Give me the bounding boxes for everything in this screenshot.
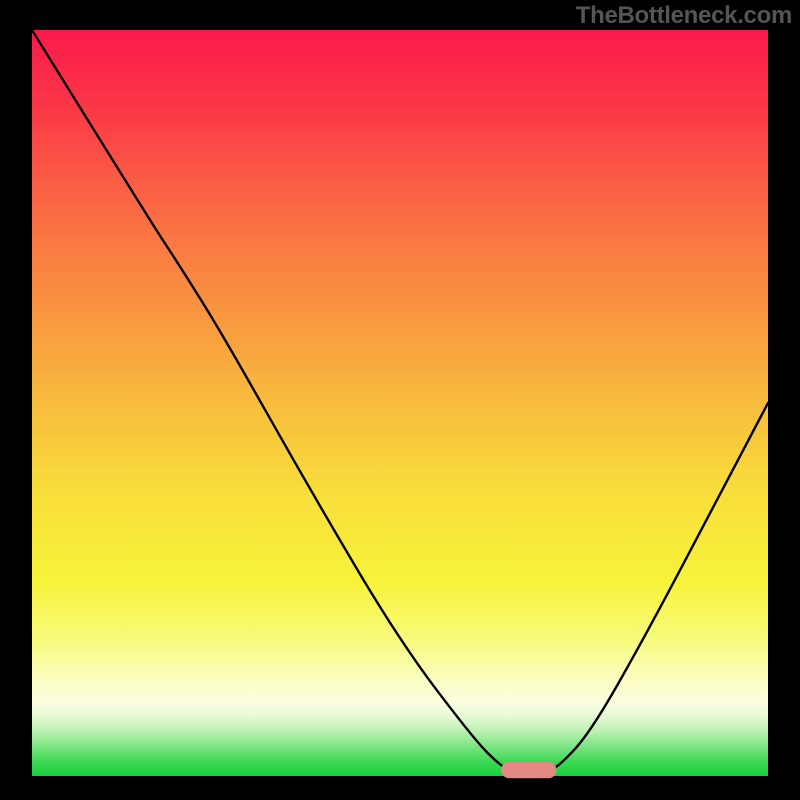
plot-background xyxy=(32,30,768,776)
bottleneck-chart xyxy=(0,0,800,800)
watermark-label: TheBottleneck.com xyxy=(576,2,792,30)
optimum-marker xyxy=(501,762,556,778)
chart-stage: TheBottleneck.com xyxy=(0,0,800,800)
